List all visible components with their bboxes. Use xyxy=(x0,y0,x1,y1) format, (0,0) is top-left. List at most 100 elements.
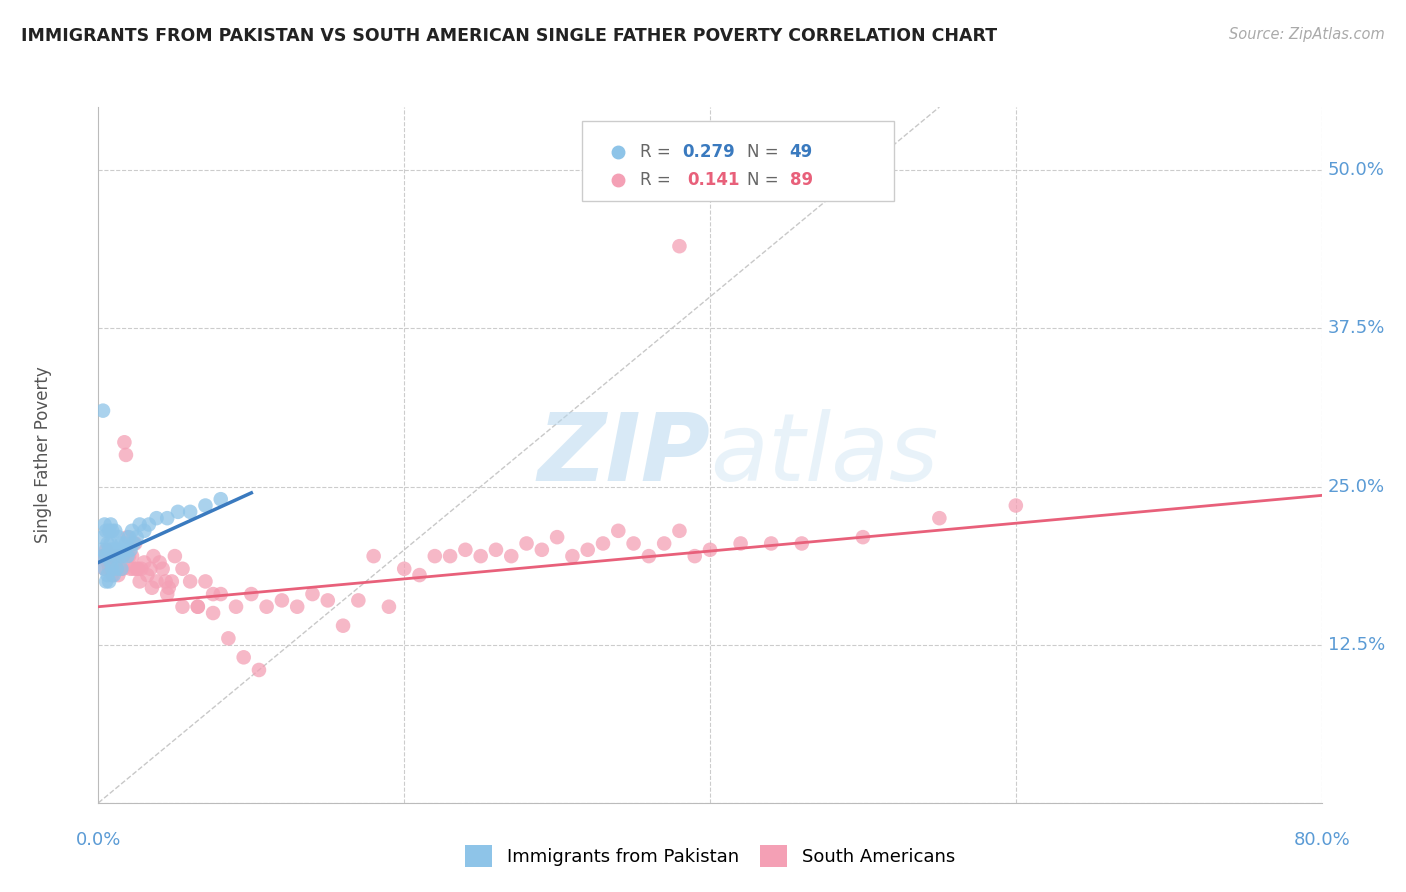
Point xyxy=(107,568,129,582)
Point xyxy=(1004,499,1026,513)
Point xyxy=(683,549,706,563)
Point xyxy=(408,568,430,582)
Text: N =: N = xyxy=(747,144,783,161)
Point xyxy=(179,574,201,589)
Point xyxy=(103,549,125,563)
Point xyxy=(94,542,117,557)
Point xyxy=(392,562,416,576)
Point xyxy=(225,599,247,614)
Point xyxy=(378,599,401,614)
Text: Single Father Poverty: Single Father Poverty xyxy=(34,367,52,543)
Point xyxy=(576,542,599,557)
Point xyxy=(98,524,121,538)
Point xyxy=(97,568,120,582)
Point xyxy=(117,549,139,563)
Point xyxy=(363,549,385,563)
Point xyxy=(232,650,254,665)
Point xyxy=(209,587,232,601)
Point xyxy=(167,505,190,519)
Point xyxy=(104,562,127,576)
Point xyxy=(668,524,690,538)
Point xyxy=(332,618,354,632)
Point xyxy=(112,542,135,557)
Point xyxy=(127,562,149,576)
Point xyxy=(107,549,129,563)
Point xyxy=(149,556,172,570)
Point xyxy=(91,530,114,544)
Text: 80.0%: 80.0% xyxy=(1294,830,1350,848)
Text: 12.5%: 12.5% xyxy=(1327,636,1385,654)
Point xyxy=(194,574,217,589)
Point xyxy=(101,562,124,576)
Point xyxy=(202,587,225,601)
Point xyxy=(108,542,131,557)
Point xyxy=(152,562,174,576)
Point xyxy=(730,536,752,550)
Point xyxy=(155,574,177,589)
Point xyxy=(125,562,148,576)
Point xyxy=(139,562,162,576)
Text: IMMIGRANTS FROM PAKISTAN VS SOUTH AMERICAN SINGLE FATHER POVERTY CORRELATION CHA: IMMIGRANTS FROM PAKISTAN VS SOUTH AMERIC… xyxy=(21,27,997,45)
Point xyxy=(501,549,523,563)
Point xyxy=(112,435,135,450)
Text: 50.0%: 50.0% xyxy=(1327,161,1385,179)
Point xyxy=(561,549,583,563)
Point xyxy=(347,593,370,607)
Point xyxy=(160,574,183,589)
Point xyxy=(103,542,125,557)
Point xyxy=(134,556,156,570)
Point xyxy=(118,549,141,563)
Point xyxy=(607,524,630,538)
Point xyxy=(156,587,179,601)
Point xyxy=(240,587,263,601)
Point xyxy=(105,562,128,576)
Point xyxy=(98,562,121,576)
Point xyxy=(145,574,167,589)
Point xyxy=(623,536,645,550)
Point xyxy=(163,549,186,563)
Text: atlas: atlas xyxy=(710,409,938,500)
Point xyxy=(122,536,145,550)
Point xyxy=(485,542,508,557)
Point xyxy=(156,511,179,525)
Point xyxy=(91,549,114,563)
Point xyxy=(105,542,128,557)
Point xyxy=(202,606,225,620)
Point xyxy=(187,599,209,614)
Point xyxy=(852,530,875,544)
Point xyxy=(101,542,124,557)
Point xyxy=(530,542,553,557)
Point xyxy=(100,536,122,550)
Point xyxy=(142,549,165,563)
Point xyxy=(439,549,461,563)
Point xyxy=(454,542,477,557)
Point xyxy=(91,403,114,417)
Point xyxy=(94,549,117,563)
FancyBboxPatch shape xyxy=(582,121,893,201)
Text: 0.0%: 0.0% xyxy=(76,830,121,848)
Point xyxy=(120,562,142,576)
Text: 89: 89 xyxy=(790,171,813,189)
Text: 0.141: 0.141 xyxy=(686,171,740,189)
Point xyxy=(790,536,813,550)
Point xyxy=(98,542,121,557)
Point xyxy=(108,562,131,576)
Point xyxy=(423,549,446,563)
Point xyxy=(209,492,232,507)
Legend: Immigrants from Pakistan, South Americans: Immigrants from Pakistan, South American… xyxy=(458,838,962,874)
Point xyxy=(111,562,134,576)
Point xyxy=(285,599,308,614)
Point xyxy=(179,505,201,519)
Point xyxy=(100,517,122,532)
Point xyxy=(120,542,142,557)
Text: 37.5%: 37.5% xyxy=(1327,319,1385,337)
Point xyxy=(141,581,163,595)
Point xyxy=(115,448,138,462)
Point xyxy=(668,239,690,253)
Point xyxy=(93,562,115,576)
Point xyxy=(270,593,292,607)
Point xyxy=(134,524,156,538)
Point xyxy=(93,517,115,532)
Point xyxy=(217,632,239,646)
Point xyxy=(100,549,122,563)
